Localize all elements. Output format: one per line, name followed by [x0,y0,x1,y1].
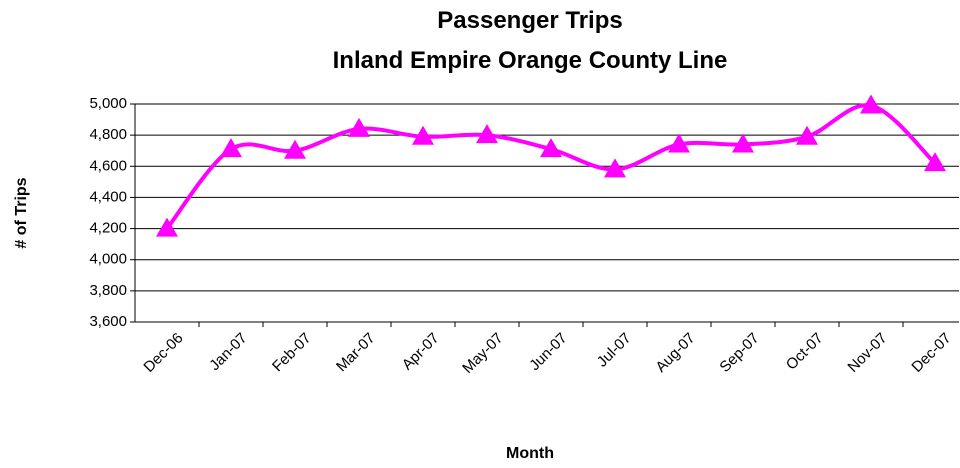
x-tick-label: Feb-07 [269,330,315,376]
x-axis-title: Month [506,445,554,462]
x-tick-label: Apr-07 [399,330,443,374]
y-tick-label: 4,800 [89,126,127,143]
chart-title: Passenger Trips [437,7,622,34]
x-tick-label: Dec-06 [140,330,186,376]
chart-title: Inland Empire Orange County Line [333,47,728,74]
marker [476,124,498,144]
x-tick-label: Jan-07 [206,330,250,374]
marker [924,152,946,172]
y-tick-label: 3,800 [89,282,127,299]
y-tick-label: 5,000 [89,95,127,112]
y-tick-label: 4,400 [89,188,127,205]
marker [348,117,370,137]
x-tick-label: Mar-07 [333,330,379,376]
x-tick-label: Oct-07 [783,330,827,374]
y-tick-label: 4,600 [89,157,127,174]
marker [540,138,562,158]
x-tick-label: Dec-07 [908,330,954,376]
marker [220,138,242,158]
x-tick-label: Nov-07 [844,330,890,376]
marker [412,125,434,145]
x-tick-label: May-07 [459,330,506,377]
marker [156,217,178,237]
x-tick-label: Jul-07 [594,330,635,371]
y-tick-label: 4,000 [89,251,127,268]
line [165,103,937,230]
y-axis-title: # of Trips [13,177,30,248]
x-tick-label: Jun-07 [526,330,570,374]
marker [284,139,306,159]
marker [732,133,754,153]
marker [668,133,690,153]
marker [796,125,818,145]
y-tick-label: 4,200 [89,220,127,237]
y-tick-label: 3,600 [89,313,127,330]
marker [860,94,882,114]
marker [604,158,626,178]
x-tick-label: Aug-07 [652,330,698,376]
x-tick-label: Sep-07 [716,330,762,376]
